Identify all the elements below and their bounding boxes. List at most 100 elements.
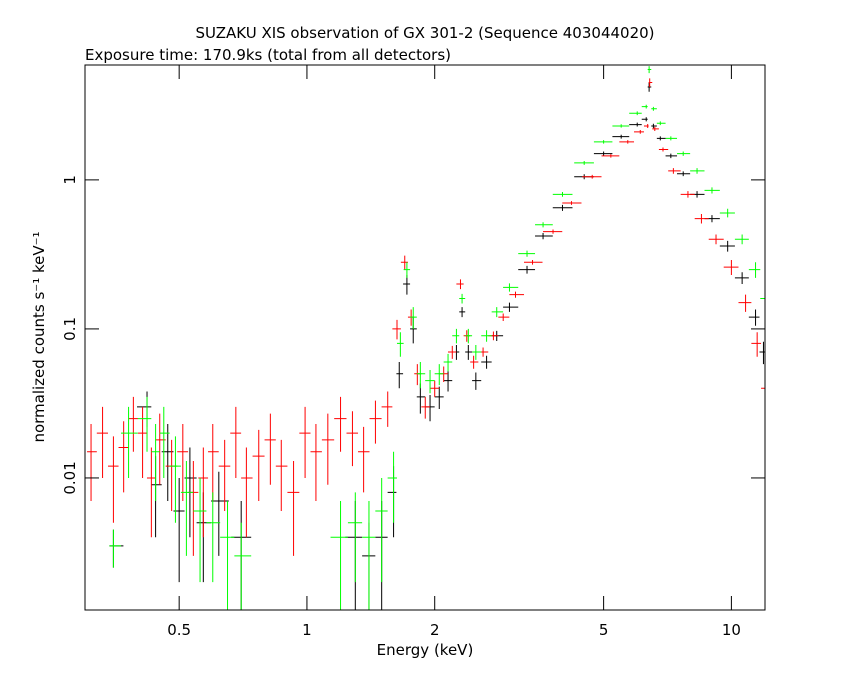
error-bar xyxy=(751,332,762,357)
error-bar xyxy=(416,383,426,414)
x-tick-label: 5 xyxy=(599,621,609,639)
error-bar xyxy=(738,294,752,312)
error-bar xyxy=(137,396,152,452)
error-bar xyxy=(334,396,347,452)
error-bar xyxy=(472,372,482,390)
error-bar xyxy=(387,466,397,538)
error-bar xyxy=(658,147,669,152)
error-bar xyxy=(723,260,739,276)
error-bar xyxy=(264,413,276,485)
error-bar xyxy=(96,406,108,478)
error-bar xyxy=(118,421,129,493)
error-bar xyxy=(481,330,492,342)
y-axis-label: normalized counts s⁻¹ keV⁻¹ xyxy=(30,231,48,442)
error-bar xyxy=(180,460,194,556)
error-bar xyxy=(665,153,678,159)
error-bar xyxy=(425,370,435,394)
error-bar xyxy=(299,406,311,478)
error-bar xyxy=(159,406,170,478)
error-bar xyxy=(443,371,453,392)
error-bar xyxy=(410,307,417,329)
error-bar xyxy=(601,154,620,158)
error-bar xyxy=(656,121,666,126)
chart-subtitle: Exposure time: 170.9ks (total from all d… xyxy=(85,46,451,64)
error-bar xyxy=(629,111,642,116)
error-bar xyxy=(648,78,653,87)
error-bar xyxy=(665,136,678,141)
error-bar xyxy=(562,201,582,205)
error-bar xyxy=(465,344,473,360)
error-bar xyxy=(574,160,594,165)
error-bar xyxy=(535,233,553,240)
error-bar xyxy=(498,313,510,322)
error-bar xyxy=(518,265,536,274)
error-bar xyxy=(208,424,219,502)
error-bar xyxy=(177,424,189,502)
error-bar xyxy=(169,436,181,523)
x-tick-label: 1 xyxy=(302,621,312,639)
error-bar xyxy=(708,234,724,245)
error-bar xyxy=(680,191,695,198)
error-bar xyxy=(652,126,659,131)
error-bar xyxy=(87,424,97,502)
error-bar xyxy=(392,319,401,340)
error-bar xyxy=(128,396,138,452)
error-bar xyxy=(593,140,613,144)
error-bar xyxy=(345,501,363,610)
error-bar xyxy=(211,471,229,556)
y-tick-label: 0.01 xyxy=(61,461,79,494)
y-tick-label: 1 xyxy=(61,175,79,185)
error-bar xyxy=(677,151,691,156)
error-bar xyxy=(193,477,207,583)
error-bar xyxy=(443,353,453,372)
error-bar xyxy=(403,275,411,295)
error-bar xyxy=(612,134,630,139)
error-bar xyxy=(330,501,348,610)
error-bar xyxy=(629,122,642,127)
error-bar xyxy=(347,492,363,583)
error-bar xyxy=(641,104,648,109)
error-bar xyxy=(421,396,430,419)
error-bar xyxy=(275,439,288,512)
error-bar xyxy=(396,332,404,357)
error-bar xyxy=(109,529,121,568)
error-bar xyxy=(719,208,735,218)
error-bar xyxy=(634,130,644,134)
chart-title: SUZAKU XIS observation of GX 301-2 (Sequ… xyxy=(195,24,654,42)
error-bar xyxy=(612,124,630,128)
error-bar xyxy=(456,279,464,290)
error-bar xyxy=(321,413,335,485)
error-bar xyxy=(593,151,613,156)
y-tick-label: 0.1 xyxy=(61,317,79,341)
error-bar xyxy=(459,293,466,304)
error-bar xyxy=(748,262,761,278)
error-bar xyxy=(734,234,749,245)
error-bar xyxy=(107,436,119,523)
error-bar xyxy=(543,229,563,234)
x-axis-label: Energy (keV) xyxy=(377,641,474,659)
error-bar xyxy=(220,501,235,610)
error-bar xyxy=(196,492,212,583)
error-bar xyxy=(375,477,388,583)
error-bar xyxy=(694,214,709,224)
error-bar xyxy=(416,361,426,389)
error-bar xyxy=(137,406,147,478)
error-bar xyxy=(396,361,404,389)
error-bar xyxy=(465,328,473,344)
error-bar xyxy=(452,328,460,344)
error-bar xyxy=(381,391,393,427)
error-bar xyxy=(120,406,138,478)
error-bar xyxy=(109,529,124,568)
error-bar xyxy=(719,240,735,252)
error-bar xyxy=(518,250,536,257)
error-bar xyxy=(287,460,300,556)
error-bar xyxy=(218,439,231,512)
error-bar xyxy=(429,380,440,397)
error-bar xyxy=(668,168,681,174)
error-bar xyxy=(552,191,573,197)
error-bar xyxy=(470,355,479,369)
error-bar xyxy=(206,492,221,583)
error-bar xyxy=(647,82,652,92)
error-bar xyxy=(146,447,156,538)
error-bar xyxy=(362,501,376,610)
